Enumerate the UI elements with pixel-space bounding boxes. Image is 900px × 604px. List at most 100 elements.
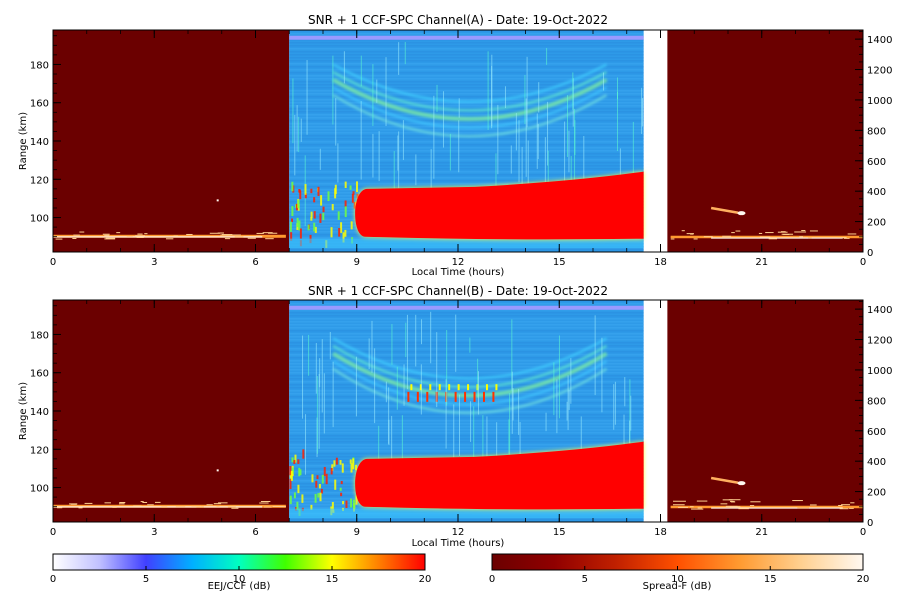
- colorbar-tick-label: 5: [143, 574, 149, 585]
- spread-f-region-pre: [53, 30, 290, 252]
- colorbar-tick-label: 10: [671, 574, 684, 585]
- colorbar-tick-label: 15: [764, 574, 777, 585]
- spread-f-trace-post: [670, 499, 863, 510]
- spread-f-trace-post: [670, 230, 863, 240]
- y2-tick-label: 0: [867, 248, 873, 259]
- colorbar-tick-label: 15: [326, 574, 339, 585]
- colorbar-tick-label: 20: [419, 574, 432, 585]
- x-tick-label: 18: [654, 257, 667, 268]
- spread-f-trace-pre: [53, 500, 286, 509]
- spread-f-region-post: [667, 30, 863, 252]
- y2-tick-label: 200: [867, 488, 886, 499]
- y2-tick-label: 400: [867, 457, 886, 468]
- spread-f-dot: [216, 469, 219, 472]
- eej-core: [355, 441, 644, 510]
- y-tick-label: 120: [30, 175, 49, 186]
- x-tick-label: 15: [553, 527, 566, 538]
- data-gap: [643, 30, 668, 252]
- y-tick-label: 120: [30, 445, 49, 456]
- y2-tick-label: 800: [867, 126, 886, 137]
- x-tick-label: 15: [553, 257, 566, 268]
- eej-top-band: [289, 35, 644, 40]
- y2-tick-label: 800: [867, 396, 886, 407]
- y2-tick-label: 600: [867, 427, 886, 438]
- y2-axis-b: 0 200 400 600 800 1000 1200 1400: [855, 301, 892, 529]
- y-axis-label-a: Range (km): [18, 112, 29, 170]
- y-tick-label: 180: [30, 330, 49, 341]
- x-tick-label: 9: [354, 257, 360, 268]
- x-tick-label: 12: [452, 257, 465, 268]
- y2-tick-label: 1000: [867, 96, 892, 107]
- y-tick-label: 180: [30, 60, 49, 71]
- x-tick-label: 9: [354, 527, 360, 538]
- spread-f-plume: [710, 476, 739, 484]
- panel-a: SNR + 1 CCF-SPC Channel(A) - Date: 19-Oc…: [18, 13, 892, 278]
- y2-tick-label: 0: [867, 518, 873, 529]
- y2-axis-a: 0 200 400 600 800 1000 1200 1400: [855, 31, 892, 259]
- x-tick-label: 0: [860, 527, 866, 538]
- data-gap: [643, 300, 668, 522]
- x-tick-label: 3: [151, 527, 157, 538]
- colorbar-tick-label: 10: [233, 574, 246, 585]
- y-tick-label: 160: [30, 369, 49, 380]
- panel-b: SNR + 1 CCF-SPC Channel(B) - Date: 19-Oc…: [18, 284, 892, 549]
- x-tick-label: 0: [860, 257, 866, 268]
- y-tick-label: 140: [30, 407, 49, 418]
- y-tick-label: 100: [30, 484, 49, 495]
- spread-f-plume: [710, 206, 739, 214]
- x-tick-label: 0: [50, 257, 56, 268]
- spread-f-dot: [216, 199, 219, 202]
- x-axis-label-a: Local Time (hours): [412, 267, 505, 278]
- valley-echo-arcs: [332, 63, 608, 138]
- spread-f-region-post: [667, 300, 863, 522]
- y-tick-label: 100: [30, 214, 49, 225]
- colorbar-eej: 0 5 10 15 20 EEJ/CCF (dB): [50, 553, 432, 592]
- colorbar-eej-ticks: 0 5 10 15 20: [50, 566, 432, 585]
- colorbar-eej-label: EEJ/CCF (dB): [208, 581, 271, 592]
- colorbar-spreadf: 0 5 10 15 20 Spread-F (dB): [489, 553, 870, 592]
- colorbar-tick-label: 20: [857, 574, 870, 585]
- y2-tick-label: 1400: [867, 35, 892, 46]
- lower-echo-strip: [289, 508, 644, 519]
- x-tick-label: 12: [452, 527, 465, 538]
- y2-tick-label: 1200: [867, 336, 892, 347]
- eej-top-band: [289, 305, 644, 310]
- y2-tick-label: 1000: [867, 366, 892, 377]
- x-tick-label: 6: [252, 257, 258, 268]
- x-tick-label: 21: [755, 527, 768, 538]
- y-axis-b: 100 120 140 160 180: [30, 305, 61, 508]
- colorbar-tick-label: 0: [50, 574, 56, 585]
- spread-f-region-pre: [53, 300, 290, 522]
- x-tick-label: 6: [252, 527, 258, 538]
- chart-title-b: SNR + 1 CCF-SPC Channel(B) - Date: 19-Oc…: [308, 284, 608, 298]
- x-tick-label: 21: [755, 257, 768, 268]
- spread-f-plume-core: [737, 481, 746, 486]
- eej-core: [355, 171, 644, 240]
- y2-tick-label: 200: [867, 218, 886, 229]
- x-tick-label: 0: [50, 527, 56, 538]
- y-axis-a: 100 120 140 160 180: [30, 35, 61, 238]
- spread-f-plume-core: [737, 211, 746, 216]
- y-axis-label-b: Range (km): [18, 382, 29, 440]
- y2-tick-label: 600: [867, 157, 886, 168]
- chart-title-a: SNR + 1 CCF-SPC Channel(A) - Date: 19-Oc…: [308, 13, 608, 27]
- heatmap-a: [53, 30, 863, 252]
- valley-echo-spots: [407, 384, 498, 402]
- y2-tick-label: 1400: [867, 305, 892, 316]
- colorbar-spreadf-label: Spread-F (dB): [643, 581, 712, 592]
- lower-echo-strip: [289, 238, 644, 249]
- colorbar-tick-label: 0: [489, 574, 495, 585]
- x-axis-b: 0 3 6 9 12 15 18 21 0: [50, 300, 866, 538]
- x-axis-a: 0 3 6 9 12 15 18 21 0: [50, 30, 866, 268]
- x-tick-label: 18: [654, 527, 667, 538]
- heatmap-b: [53, 300, 863, 522]
- x-axis-label-b: Local Time (hours): [412, 538, 505, 549]
- eej-streaks: [292, 41, 643, 233]
- y2-tick-label: 400: [867, 187, 886, 198]
- y-tick-label: 140: [30, 137, 49, 148]
- colorbar-tick-label: 5: [582, 574, 588, 585]
- y2-tick-label: 1200: [867, 66, 892, 77]
- spread-f-trace-pre: [53, 231, 286, 240]
- x-tick-label: 3: [151, 257, 157, 268]
